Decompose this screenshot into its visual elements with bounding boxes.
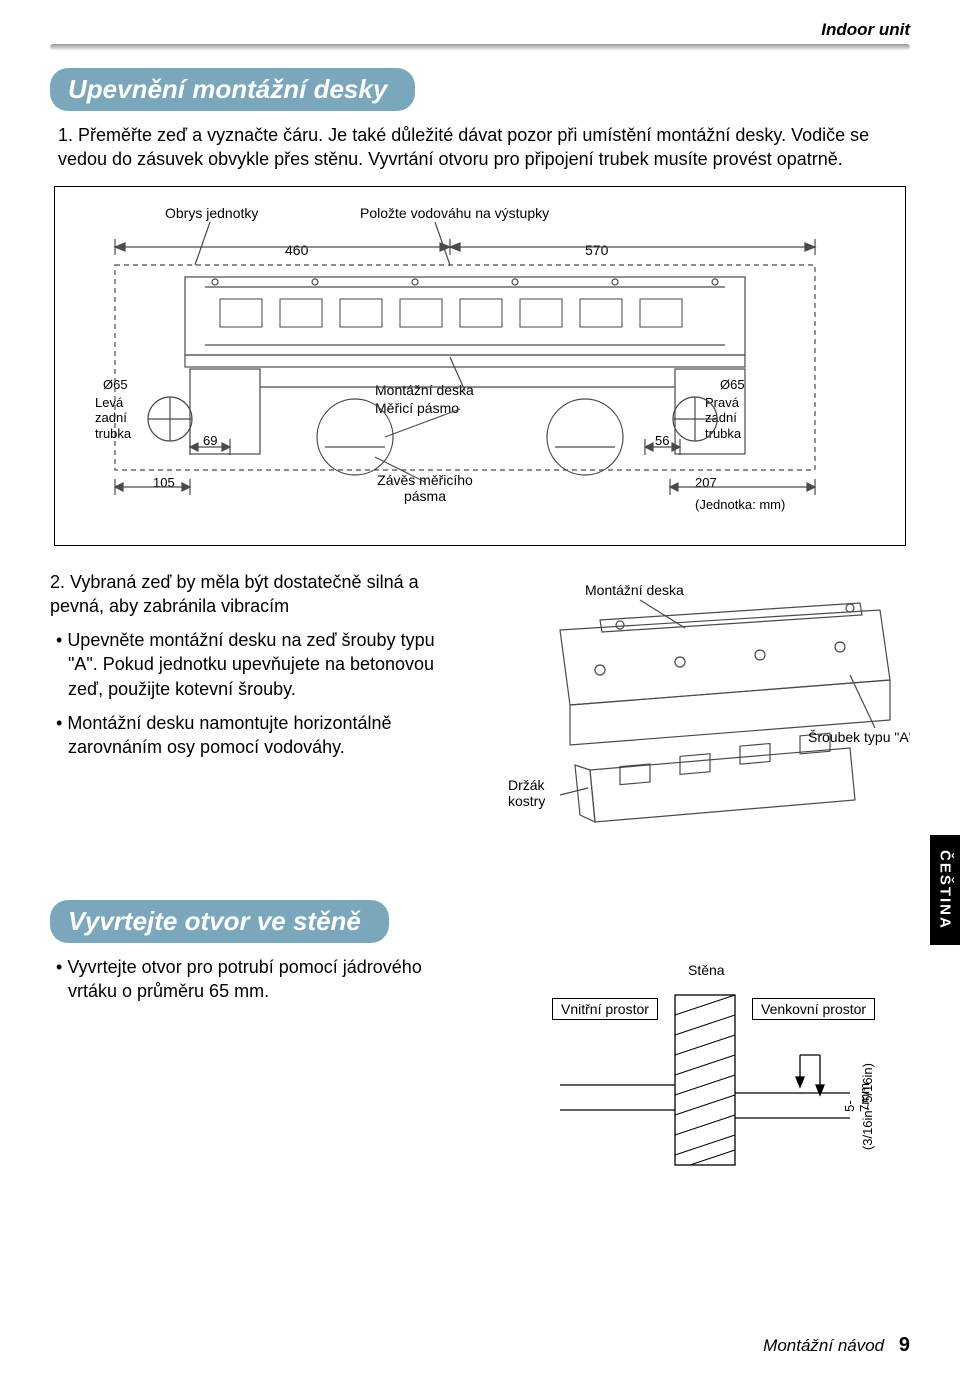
section2-b1: Upevněte montážní desku na zeď šrouby ty… bbox=[50, 628, 468, 701]
section3-title: Vyvrtejte otvor ve stěně bbox=[50, 900, 389, 943]
page-footer: Montážní návod 9 bbox=[763, 1334, 910, 1357]
section3-figure: Stěna Vnitřní prostor Venkovní prostor 5… bbox=[490, 955, 910, 1200]
fig3-offset-in: (3/16in~5/16in) bbox=[860, 1063, 875, 1150]
diagram1-container: Obrys jednotky Položte vodováhu na výstu… bbox=[54, 186, 906, 546]
header-unit-label: Indoor unit bbox=[50, 20, 910, 40]
footer-page: 9 bbox=[899, 1334, 910, 1356]
section1-title: Upevnění montážní desky bbox=[50, 68, 415, 111]
section2-figure: Montážní deska Šroubek typu "A" Držák ko… bbox=[490, 570, 910, 830]
section3-row: Vyvrtejte otvor pro potrubí pomocí jádro… bbox=[50, 955, 910, 1200]
header-rule bbox=[50, 44, 910, 50]
language-tab: ČEŠTINA bbox=[930, 835, 960, 945]
fig2-holder-l1: Držák bbox=[508, 777, 546, 793]
diagram1-svg bbox=[55, 187, 895, 547]
fig3-svg: Stěna bbox=[490, 955, 910, 1195]
section3-text: Vyvrtejte otvor pro potrubí pomocí jádro… bbox=[50, 955, 460, 1200]
fig3-wall-label: Stěna bbox=[688, 962, 725, 978]
section2-text: 2. Vybraná zeď by měla být dostatečně si… bbox=[50, 570, 468, 830]
section2-row: 2. Vybraná zeď by měla být dostatečně si… bbox=[50, 570, 910, 830]
section1-step1-text: 1. Přeměřte zeď a vyznačte čáru. Je také… bbox=[58, 123, 910, 172]
fig2-screw-label: Šroubek typu "A" bbox=[808, 729, 910, 745]
fig3-outdoor-label: Venkovní prostor bbox=[752, 998, 875, 1020]
section2-b2: Montážní desku namontujte horizontálně z… bbox=[50, 711, 468, 760]
fig2-holder-l2: kostry bbox=[508, 793, 545, 809]
section2-intro: 2. Vybraná zeď by měla být dostatečně si… bbox=[50, 570, 468, 619]
footer-doc: Montážní návod bbox=[763, 1336, 884, 1355]
section3-bullet: Vyvrtejte otvor pro potrubí pomocí jádro… bbox=[50, 955, 460, 1004]
fig2-svg: Montážní deska Šroubek typu "A" Držák ko… bbox=[490, 570, 910, 830]
fig3-indoor-label: Vnitřní prostor bbox=[552, 998, 658, 1020]
fig2-plate-label: Montážní deska bbox=[585, 582, 684, 598]
